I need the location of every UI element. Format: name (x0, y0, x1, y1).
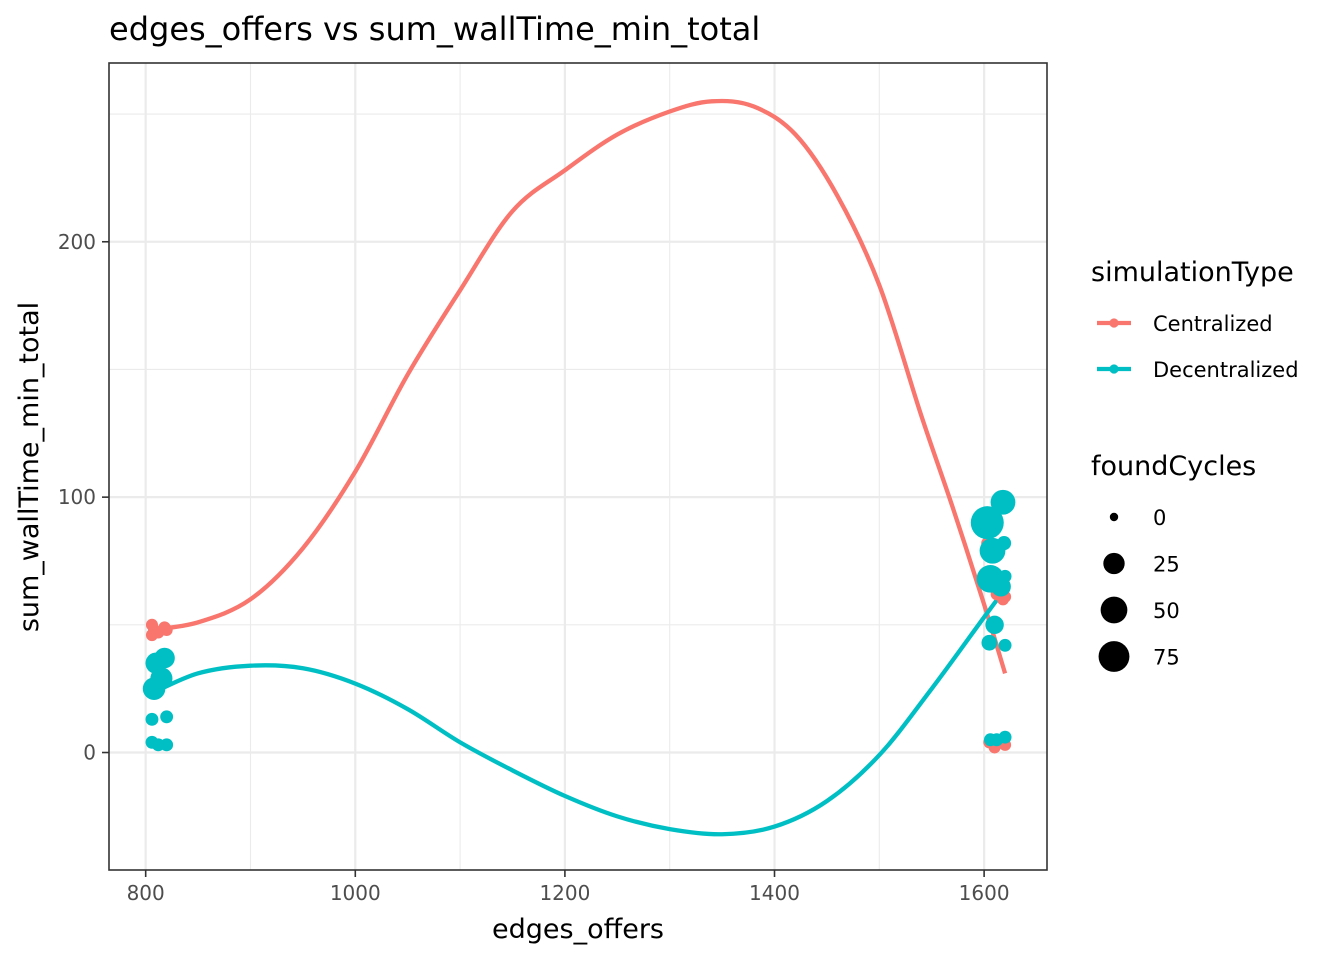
point-decentralized (160, 738, 174, 752)
legend-size-key (1109, 512, 1119, 522)
chart-title: edges_offers vs sum_wallTime_min_total (109, 10, 760, 48)
legend-size-key (1100, 596, 1128, 624)
legend-size-key (1098, 641, 1130, 672)
point-decentralized (998, 569, 1012, 583)
legend-label-centralized: Centralized (1153, 312, 1273, 336)
point-decentralized (150, 667, 173, 690)
x-axis-title: edges_offers (492, 914, 664, 945)
point-decentralized (990, 489, 1016, 515)
point-decentralized (998, 638, 1012, 652)
legend-size-label: 50 (1153, 599, 1180, 623)
points (142, 489, 1016, 754)
axes: 800 1000 1200 1400 1600 0 100 200 (58, 230, 1010, 905)
x-tick-label: 800 (127, 881, 165, 905)
plot-panel (109, 63, 1047, 870)
x-tick-label: 1400 (749, 881, 800, 905)
legend-key-point-decentralized (1109, 364, 1119, 374)
legend-size-label: 0 (1153, 506, 1166, 530)
point-decentralized (985, 615, 1004, 635)
legend-size-label: 75 (1153, 646, 1180, 670)
point-decentralized (996, 536, 1012, 551)
legend-size-label: 25 (1153, 553, 1180, 577)
smooth-line-centralized (150, 98, 1008, 674)
legend: simulationType foundCycles Centralized De… (1091, 257, 1299, 672)
y-tick-label: 100 (58, 485, 96, 509)
legend-size-title: foundCycles (1091, 451, 1256, 482)
point-decentralized (160, 710, 174, 724)
point-decentralized (981, 634, 998, 651)
points-decentralized (142, 489, 1016, 752)
point-decentralized (998, 730, 1012, 744)
x-tick-label: 1000 (330, 881, 381, 905)
point-decentralized (154, 647, 175, 669)
point-centralized (160, 623, 173, 636)
grid (109, 63, 1047, 870)
y-tick-label: 200 (58, 230, 96, 254)
y-tick-label: 0 (83, 741, 96, 765)
x-tick-label: 1600 (959, 881, 1010, 905)
y-axis-title: sum_wallTime_min_total (14, 302, 45, 632)
smooth-lines (150, 98, 1008, 837)
legend-color-title: simulationType (1091, 257, 1294, 288)
smooth-line-decentralized (150, 587, 1007, 837)
plot-border (108, 62, 1048, 871)
legend-size-key (1103, 552, 1125, 575)
point-decentralized (145, 712, 159, 726)
point-decentralized (970, 506, 1004, 540)
legend-key-point-centralized (1109, 318, 1119, 328)
x-tick-label: 1200 (539, 881, 590, 905)
legend-label-decentralized: Decentralized (1153, 358, 1299, 382)
